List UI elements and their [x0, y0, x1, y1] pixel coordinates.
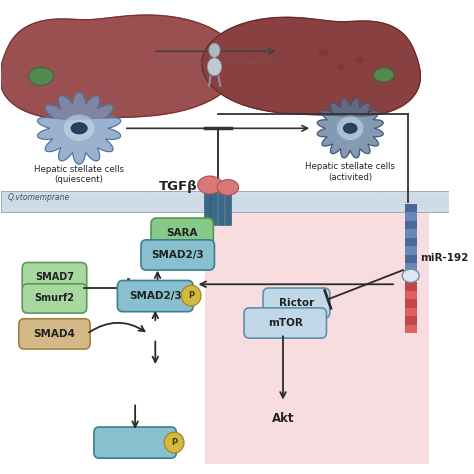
- Ellipse shape: [318, 48, 328, 57]
- Ellipse shape: [402, 269, 419, 283]
- Bar: [210, 186, 217, 225]
- Bar: [405, 300, 417, 308]
- Ellipse shape: [207, 58, 222, 76]
- FancyBboxPatch shape: [19, 319, 90, 349]
- Bar: [405, 317, 417, 325]
- Bar: [225, 186, 231, 225]
- FancyBboxPatch shape: [94, 427, 176, 458]
- Bar: [0, 191, 449, 212]
- Polygon shape: [63, 115, 95, 142]
- Bar: [405, 255, 417, 264]
- Text: TGFβ: TGFβ: [158, 180, 197, 193]
- Polygon shape: [337, 116, 364, 140]
- FancyBboxPatch shape: [141, 240, 214, 270]
- Text: SMAD2/3: SMAD2/3: [151, 250, 204, 260]
- Ellipse shape: [71, 123, 87, 134]
- FancyBboxPatch shape: [263, 288, 330, 318]
- Circle shape: [164, 432, 184, 453]
- Ellipse shape: [29, 67, 54, 85]
- Ellipse shape: [217, 180, 238, 195]
- Bar: [405, 264, 417, 272]
- Polygon shape: [317, 99, 383, 158]
- FancyBboxPatch shape: [118, 281, 193, 312]
- Bar: [405, 325, 417, 333]
- Text: P: P: [188, 291, 194, 300]
- Text: mTOR: mTOR: [268, 318, 303, 328]
- Circle shape: [181, 285, 201, 306]
- Text: Q.vtomemprane: Q.vtomemprane: [8, 193, 70, 202]
- Text: Hepatic stellate cells
(quiescent): Hepatic stellate cells (quiescent): [34, 164, 124, 184]
- Text: Hepatic stellate cells
(activited): Hepatic stellate cells (activited): [305, 162, 395, 182]
- Polygon shape: [37, 92, 121, 164]
- FancyBboxPatch shape: [244, 308, 327, 338]
- Text: SMAD2/3: SMAD2/3: [129, 291, 182, 301]
- Text: P: P: [171, 438, 177, 447]
- Text: Smurf2: Smurf2: [35, 293, 74, 303]
- Text: SMAD7: SMAD7: [35, 272, 74, 282]
- Bar: [405, 308, 417, 317]
- Bar: [405, 204, 417, 212]
- Bar: [405, 291, 417, 300]
- Text: Rictor: Rictor: [279, 298, 314, 308]
- Bar: [405, 229, 417, 238]
- FancyBboxPatch shape: [151, 218, 213, 248]
- Bar: [405, 221, 417, 229]
- Ellipse shape: [198, 176, 222, 194]
- Bar: [204, 190, 210, 225]
- Ellipse shape: [355, 56, 364, 64]
- Polygon shape: [0, 15, 239, 119]
- Text: Akt: Akt: [272, 412, 294, 426]
- FancyBboxPatch shape: [205, 211, 428, 464]
- Bar: [405, 283, 417, 291]
- Polygon shape: [202, 18, 420, 116]
- Ellipse shape: [344, 123, 357, 133]
- Ellipse shape: [374, 68, 394, 82]
- Bar: [405, 212, 417, 221]
- Text: miR-192: miR-192: [419, 253, 468, 263]
- Text: SARA: SARA: [166, 228, 198, 238]
- FancyBboxPatch shape: [22, 284, 87, 313]
- Ellipse shape: [209, 43, 220, 57]
- FancyBboxPatch shape: [22, 263, 87, 292]
- Ellipse shape: [337, 64, 345, 70]
- Bar: [405, 246, 417, 255]
- Bar: [405, 238, 417, 246]
- Bar: [218, 190, 224, 225]
- Text: SMAD4: SMAD4: [34, 329, 75, 339]
